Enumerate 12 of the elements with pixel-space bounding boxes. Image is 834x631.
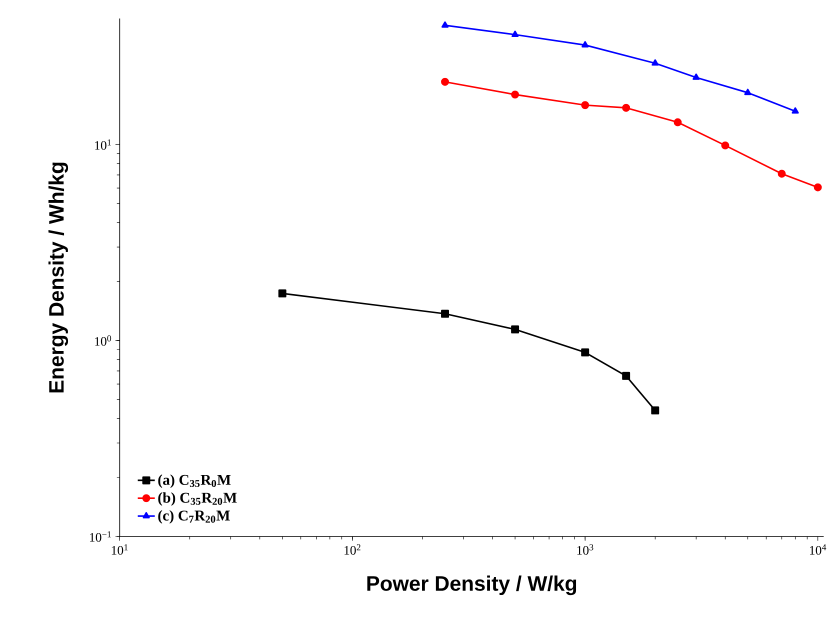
legend-label: (b) C$_{35}$R$_{20}$M — [158, 492, 237, 506]
x-tick-label: 10$^{2}$ — [344, 544, 360, 555]
x-tick-label: 10$^{3}$ — [577, 544, 594, 555]
y-tick-label: 10$^{−1}$ — [90, 531, 111, 542]
x-tick-label: 10$^{1}$ — [112, 544, 128, 555]
y-axis-title: Energy Density / Wh/kg — [48, 162, 68, 392]
y-tick-label: 10$^{1}$ — [95, 139, 111, 150]
x-tick-label: 10$^{4}$ — [810, 544, 826, 555]
legend-label: (c) C$_{7}$R$_{20}$M — [158, 510, 230, 524]
y-tick-label: 10$^{0}$ — [95, 335, 112, 346]
x-axis-title: Power Density / W/kg — [367, 576, 576, 596]
legend-label: (a) C$_{35}$R$_{0}$M — [158, 474, 231, 488]
